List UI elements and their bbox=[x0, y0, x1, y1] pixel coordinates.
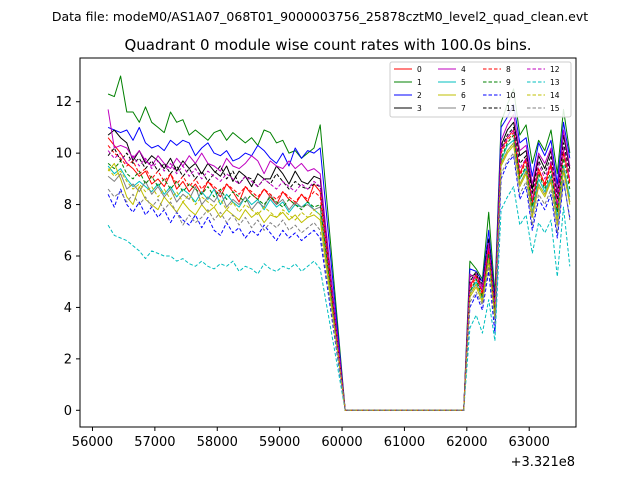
axes-frame bbox=[79, 57, 577, 428]
legend-label-6: 6 bbox=[461, 91, 466, 100]
chart-title: Quadrant 0 module wise count rates with … bbox=[124, 36, 531, 54]
x-tick-label: 57000 bbox=[134, 435, 175, 450]
x-tick-label: 62000 bbox=[446, 435, 487, 450]
plot-area bbox=[107, 75, 571, 411]
legend-label-0: 0 bbox=[417, 65, 422, 74]
legend-label-4: 4 bbox=[461, 65, 466, 74]
legend-label-10: 10 bbox=[506, 91, 516, 100]
x-tick-label: 56000 bbox=[72, 435, 113, 450]
x-tick-label: 58000 bbox=[197, 435, 238, 450]
y-tick-label: 0 bbox=[64, 404, 72, 419]
x-tick-label: 63000 bbox=[509, 435, 550, 450]
legend-label-14: 14 bbox=[550, 91, 560, 100]
y-axis: 0 2 4 6 8 10 12 bbox=[55, 95, 80, 419]
legend-frame bbox=[389, 61, 572, 118]
legend-label-8: 8 bbox=[506, 65, 511, 74]
y-tick-label: 4 bbox=[64, 301, 72, 316]
legend-label-13: 13 bbox=[550, 78, 560, 87]
series-line-13 bbox=[107, 186, 571, 411]
legend-label-9: 9 bbox=[506, 78, 511, 87]
x-axis: 56000 57000 58000 59000 60000 61000 62000 63000 bbox=[72, 427, 550, 450]
y-tick-label: 2 bbox=[64, 352, 72, 367]
legend-label-1: 1 bbox=[417, 78, 422, 87]
y-tick-label: 8 bbox=[64, 198, 72, 213]
y-tick-label: 6 bbox=[64, 250, 72, 265]
y-tick-label: 12 bbox=[55, 95, 72, 110]
legend-label-11: 11 bbox=[506, 104, 516, 113]
x-tick-label: 59000 bbox=[259, 435, 300, 450]
x-offset-label: +3.321e8 bbox=[511, 455, 575, 470]
legend-label-15: 15 bbox=[550, 104, 560, 113]
y-tick-label: 10 bbox=[55, 147, 72, 162]
legend-label-5: 5 bbox=[461, 78, 466, 87]
figure-suptitle: Data file: modeM0/AS1A07_068T01_90000037… bbox=[52, 9, 588, 24]
legend-label-7: 7 bbox=[461, 104, 466, 113]
legend-label-2: 2 bbox=[417, 91, 422, 100]
legend-label-12: 12 bbox=[550, 65, 560, 74]
series-line-15 bbox=[107, 152, 571, 411]
x-tick-label: 60000 bbox=[321, 435, 362, 450]
x-tick-label: 61000 bbox=[384, 435, 425, 450]
legend-label-3: 3 bbox=[417, 104, 422, 113]
